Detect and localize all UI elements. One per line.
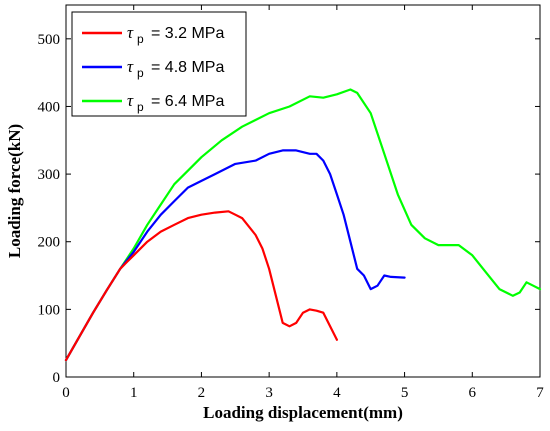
legend-symbol-1: τ [127,23,134,42]
x-tick-label: 5 [401,385,409,401]
y-tick-label: 0 [53,370,61,386]
legend-subscript-3: p [137,100,144,114]
x-axis-ticks: 0 1 2 3 4 5 6 7 [62,5,544,401]
legend-label-3: = 6.4 MPa [151,93,224,110]
x-tick-label: 7 [536,385,544,401]
legend-subscript-2: p [137,66,144,80]
legend-symbol-2: τ [127,57,134,76]
legend-label-2: = 4.8 MPa [151,59,224,76]
y-tick-label: 200 [38,235,61,251]
x-axis-label: Loading displacement(mm) [203,403,403,422]
series-line-2 [64,149,406,362]
legend-box [71,11,247,117]
x-tick-label: 6 [469,385,477,401]
x-tick-label: 0 [62,385,70,401]
plot-area-frame [65,4,541,378]
legend-subscript-1: p [137,32,144,46]
series-layer [64,88,542,362]
y-tick-label: 300 [38,167,61,183]
x-tick-label: 2 [198,385,206,401]
y-tick-label: 400 [38,99,61,115]
y-tick-label: 100 [38,302,61,318]
legend-symbol-3: τ [127,91,134,110]
y-tick-label: 500 [38,32,61,48]
x-tick-label: 4 [333,385,341,401]
legend-label-1: = 3.2 MPa [151,25,224,42]
series-line-3 [64,88,542,362]
x-tick-label: 1 [130,385,138,401]
y-axis-label: Loading force(kN) [5,124,24,258]
series-line-1 [64,210,338,362]
y-axis-ticks: 0 100 200 300 400 500 [38,32,540,386]
x-tick-label: 3 [265,385,273,401]
